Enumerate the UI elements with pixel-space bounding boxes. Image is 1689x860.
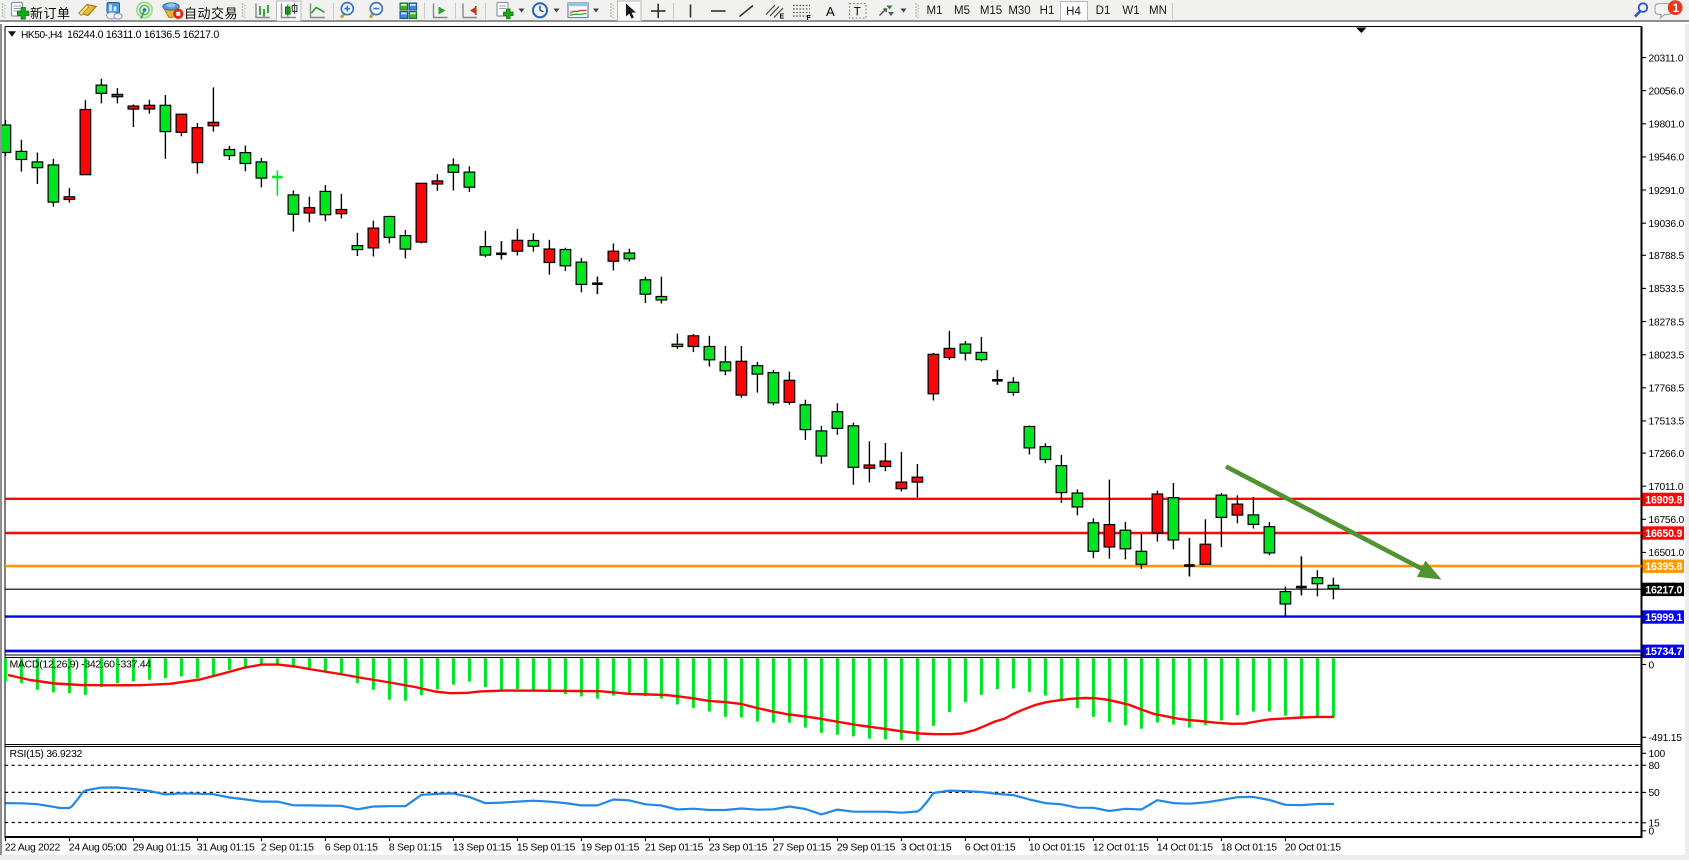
svg-text:18 Oct 01:15: 18 Oct 01:15: [1221, 842, 1277, 853]
svg-text:0: 0: [1649, 660, 1655, 671]
svg-text:16395.8: 16395.8: [1645, 561, 1682, 573]
svg-text:15734.7: 15734.7: [1645, 646, 1682, 658]
svg-text:19801.0: 19801.0: [1649, 120, 1685, 131]
svg-text:13 Sep 01:15: 13 Sep 01:15: [453, 842, 512, 853]
svg-text:2 Sep 01:15: 2 Sep 01:15: [261, 842, 314, 853]
svg-text:17768.5: 17768.5: [1649, 384, 1685, 395]
svg-text:20056.0: 20056.0: [1649, 86, 1685, 97]
svg-text:A: A: [826, 4, 835, 19]
svg-text:22 Aug 2022: 22 Aug 2022: [5, 842, 61, 853]
svg-text:16244.0 16311.0 16136.5 16217.: 16244.0 16311.0 16136.5 16217.0: [67, 29, 219, 41]
svg-text:16756.0: 16756.0: [1649, 515, 1685, 526]
svg-text:19 Sep 01:15: 19 Sep 01:15: [581, 842, 640, 853]
svg-text:15: 15: [1649, 819, 1660, 830]
svg-text:21 Sep 01:15: 21 Sep 01:15: [645, 842, 704, 853]
svg-text:15999.1: 15999.1: [1645, 612, 1682, 624]
svg-text:50: 50: [1649, 788, 1660, 799]
svg-text:16650.9: 16650.9: [1645, 528, 1682, 540]
svg-text:F: F: [807, 15, 812, 22]
svg-text:17513.5: 17513.5: [1649, 417, 1685, 428]
svg-text:-491.15: -491.15: [1649, 733, 1683, 744]
svg-text:E: E: [780, 14, 785, 21]
svg-text:20 Oct 01:15: 20 Oct 01:15: [1285, 842, 1341, 853]
svg-text:17011.0: 17011.0: [1649, 482, 1684, 493]
svg-text:31 Aug 01:15: 31 Aug 01:15: [197, 842, 255, 853]
svg-text:14 Oct 01:15: 14 Oct 01:15: [1157, 842, 1213, 853]
svg-text:HK50-,H4: HK50-,H4: [21, 30, 63, 41]
svg-text:18533.5: 18533.5: [1649, 284, 1685, 295]
svg-text:29 Sep 01:15: 29 Sep 01:15: [837, 842, 896, 853]
svg-text:T: T: [854, 6, 861, 18]
svg-text:6 Sep 01:15: 6 Sep 01:15: [325, 842, 378, 853]
svg-text:19546.0: 19546.0: [1649, 153, 1685, 164]
svg-text:19291.0: 19291.0: [1649, 186, 1685, 197]
svg-text:23 Sep 01:15: 23 Sep 01:15: [709, 842, 768, 853]
svg-text:1: 1: [1673, 3, 1680, 15]
svg-text:18278.5: 18278.5: [1649, 317, 1685, 328]
svg-text:15 Sep 01:15: 15 Sep 01:15: [517, 842, 576, 853]
svg-text:16217.0: 16217.0: [1645, 584, 1682, 596]
svg-text:12 Oct 01:15: 12 Oct 01:15: [1093, 842, 1149, 853]
svg-text:100: 100: [1649, 749, 1666, 760]
svg-text:17266.0: 17266.0: [1649, 449, 1685, 460]
svg-text:29 Aug 01:15: 29 Aug 01:15: [133, 842, 191, 853]
svg-text:0: 0: [1649, 827, 1655, 838]
svg-text:6 Oct 01:15: 6 Oct 01:15: [965, 842, 1016, 853]
svg-text:27 Sep 01:15: 27 Sep 01:15: [773, 842, 832, 853]
svg-text:RSI(15) 36.9232: RSI(15) 36.9232: [10, 748, 83, 760]
svg-text:20311.0: 20311.0: [1649, 53, 1684, 64]
svg-text:3 Oct 01:15: 3 Oct 01:15: [901, 842, 952, 853]
svg-text:8 Sep 01:15: 8 Sep 01:15: [389, 842, 442, 853]
svg-text:10 Oct 01:15: 10 Oct 01:15: [1029, 842, 1085, 853]
svg-text:19036.0: 19036.0: [1649, 219, 1685, 230]
svg-text:16501.0: 16501.0: [1649, 548, 1685, 559]
svg-text:16909.8: 16909.8: [1645, 494, 1682, 506]
svg-text:24 Aug 05:00: 24 Aug 05:00: [69, 842, 127, 853]
svg-text:MACD(12,26,9) -342.60 -337.44: MACD(12,26,9) -342.60 -337.44: [10, 658, 152, 670]
svg-text:80: 80: [1649, 761, 1660, 772]
svg-text:18023.5: 18023.5: [1649, 351, 1685, 362]
svg-text:18788.5: 18788.5: [1649, 251, 1685, 262]
